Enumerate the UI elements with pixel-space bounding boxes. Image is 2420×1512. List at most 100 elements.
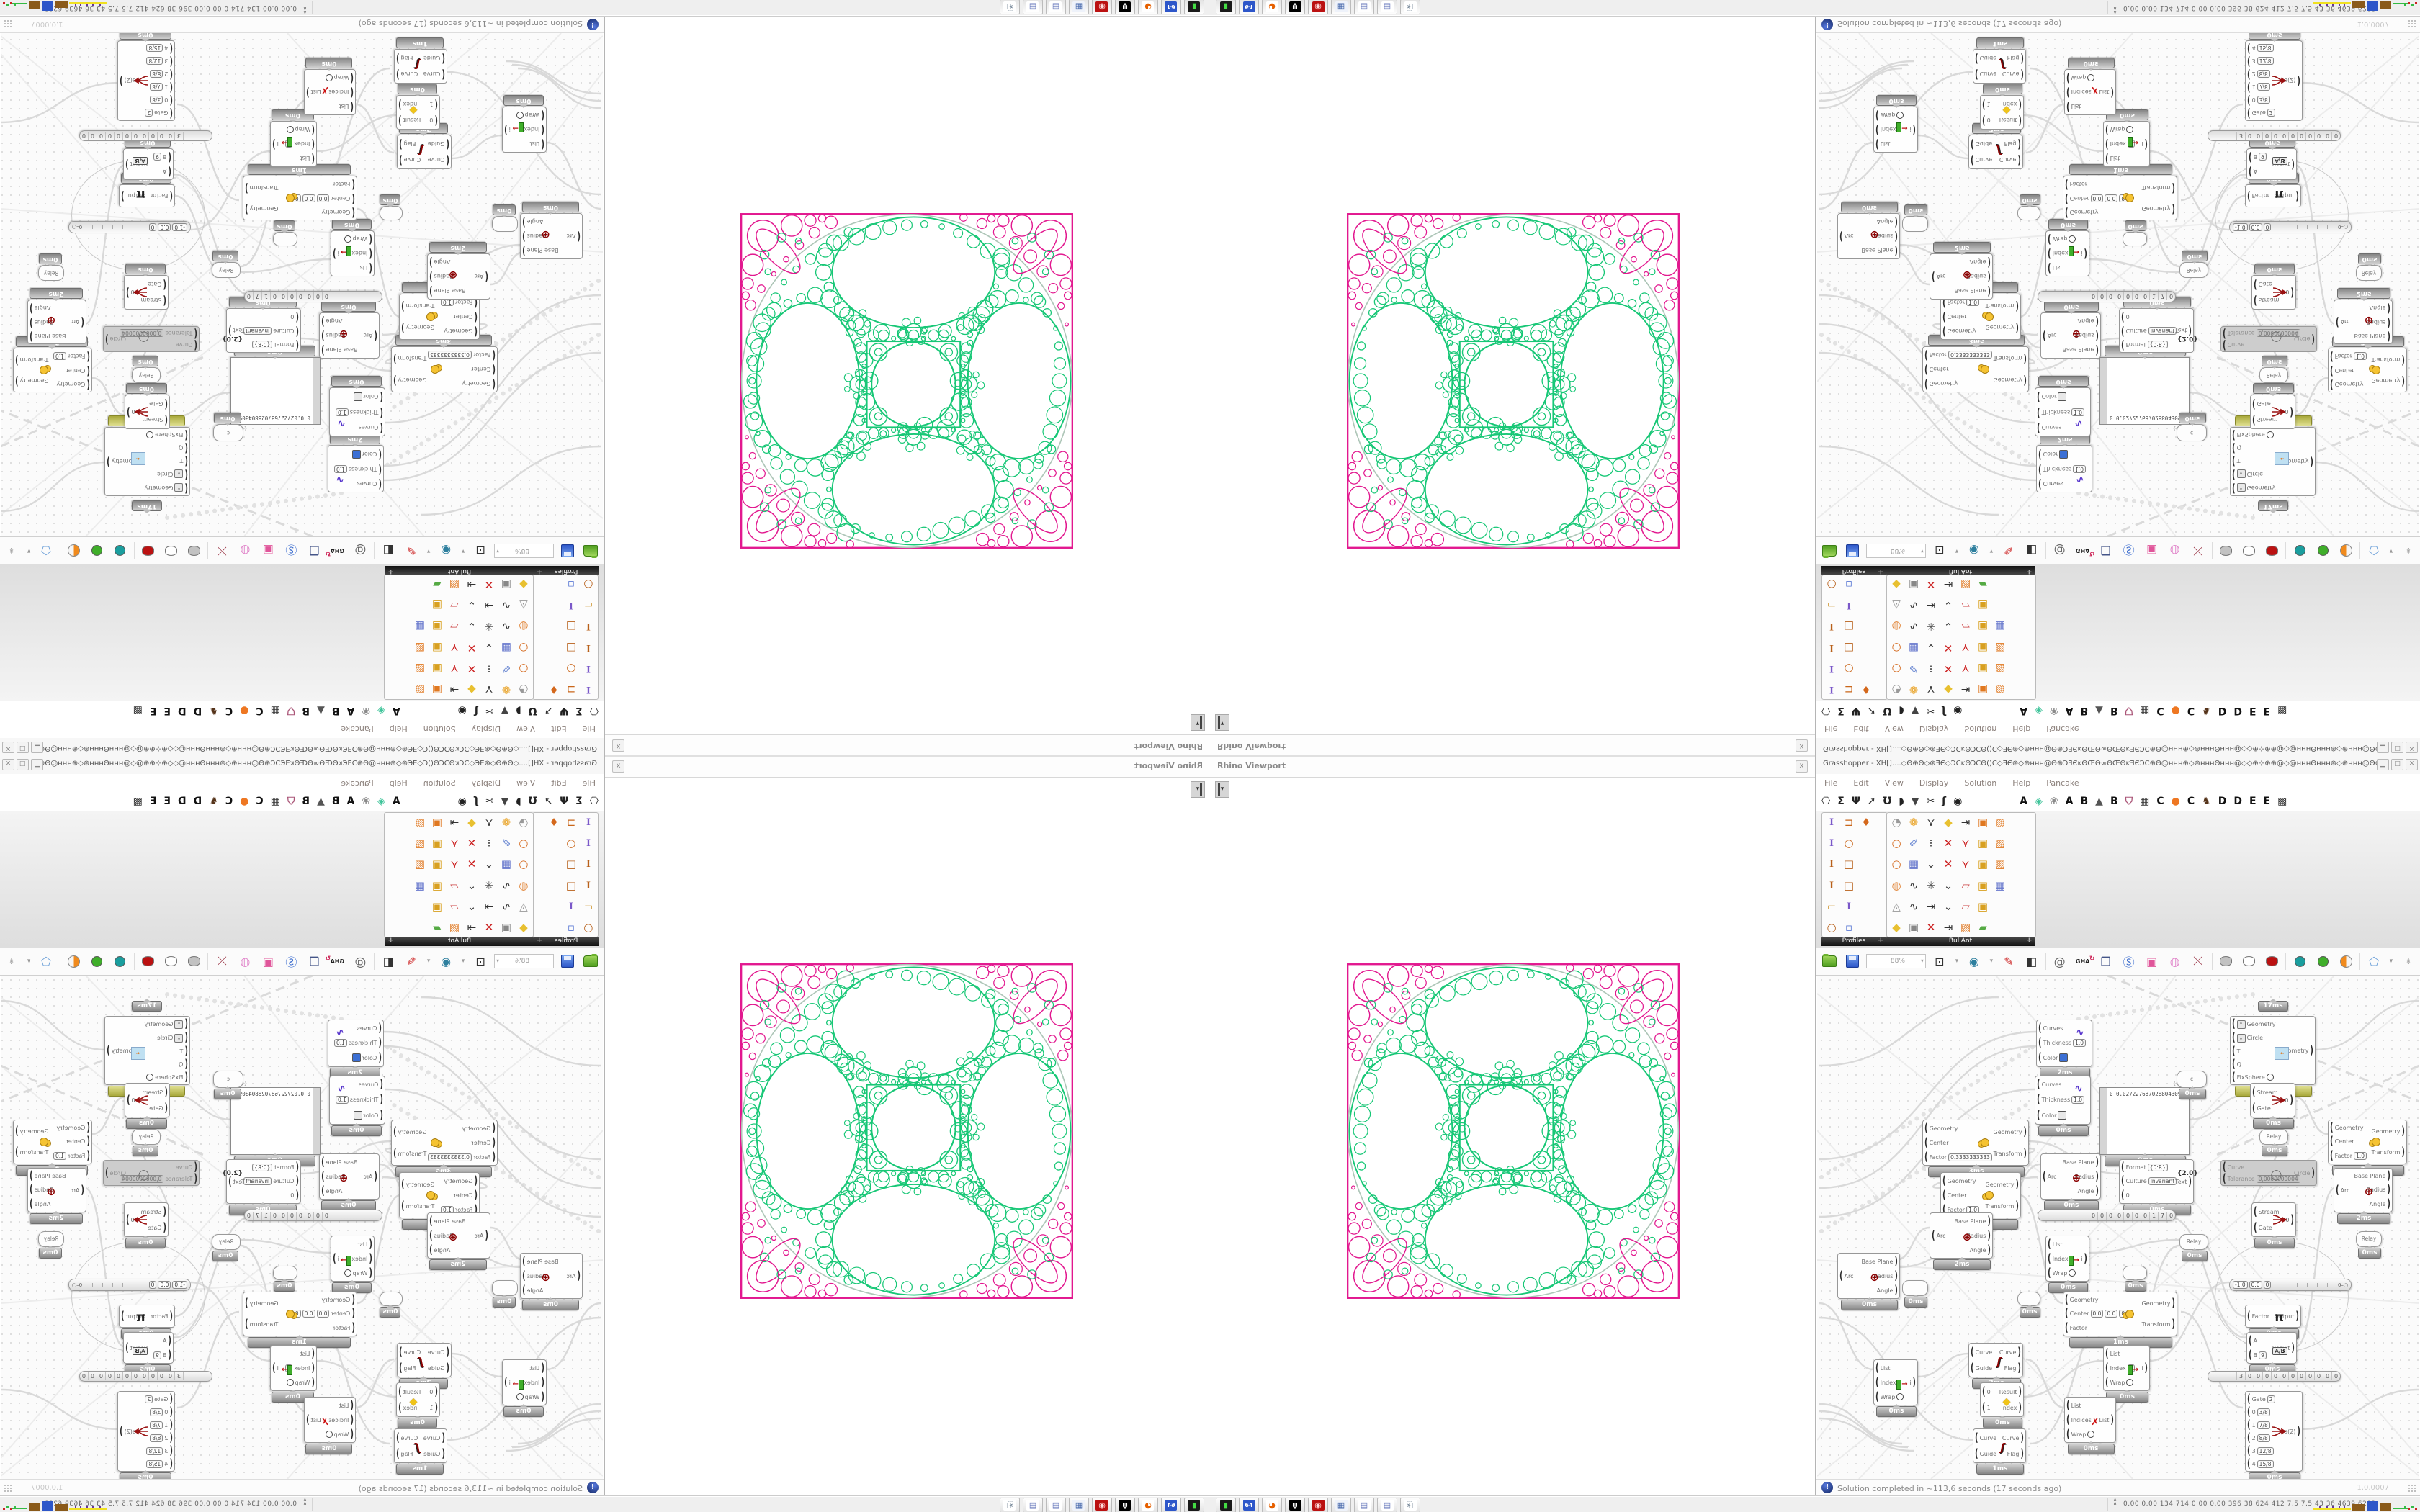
grasshopper-titlebar[interactable]: Grasshopper - XH[]....◇Θ⊕Θ◇⊛ƎЄ◇ƆCĸΘƆCΘ()… bbox=[0, 756, 604, 774]
search-button[interactable]: Ⓢ bbox=[2123, 543, 2135, 557]
component-icon[interactable]: ○ bbox=[1891, 662, 1901, 675]
wire-display-button[interactable]: ⤬ bbox=[217, 544, 227, 558]
extents-dropdown[interactable]: ▾ bbox=[461, 958, 465, 965]
component-icon[interactable]: ▦ bbox=[414, 620, 426, 634]
component-icon[interactable]: □ bbox=[565, 858, 577, 871]
menu-display[interactable]: Display bbox=[1919, 724, 1949, 734]
component-icon[interactable]: ⊐ bbox=[566, 683, 576, 696]
gh-component-preview-curves-1[interactable]: (Curves(Thickness 1.0(Color ∿ 2ms bbox=[328, 433, 384, 492]
gh-component-preview-curves-1[interactable]: (Curves(Thickness 1.0(Color ∿ 2ms bbox=[2036, 433, 2092, 492]
component-icon[interactable]: □ bbox=[565, 620, 577, 634]
component-icon[interactable]: ▣ bbox=[501, 920, 512, 934]
category-tab-17[interactable]: ▩ bbox=[133, 705, 143, 717]
component-icon[interactable]: ▫ bbox=[567, 920, 575, 934]
gh-component-arc-4[interactable]: (Arc Base Plane) Radius) Angle) ⊕ 2ms bbox=[27, 1168, 86, 1224]
gh-component-scale-xyz[interactable]: (Geometry(Center 0.0 0.0 0.0(Factor Geometry… bbox=[243, 164, 357, 220]
open-file-button[interactable] bbox=[581, 952, 600, 971]
gh-component-tangent-2[interactable]: (Curve(Guide Curve) Flag) ʃ 1ms bbox=[394, 1428, 447, 1475]
remote-button[interactable]: @ bbox=[354, 954, 367, 968]
menu-help[interactable]: Help bbox=[2012, 778, 2031, 788]
gh-component-preview-curves-2[interactable]: (Curves(Thickness 1.0(Color ∿ 0ms bbox=[2035, 1076, 2091, 1136]
gh-component-relay-3[interactable]: Relay 0ms bbox=[2356, 1231, 2382, 1259]
tray-icon-emulator[interactable]: ▮ bbox=[1184, 0, 1204, 14]
component-icon[interactable]: ◆ bbox=[467, 816, 476, 829]
component-icon[interactable]: ⁝ bbox=[487, 837, 491, 850]
component-icon[interactable]: ✕ bbox=[1943, 641, 1953, 654]
component-icon[interactable]: ▨ bbox=[414, 858, 426, 871]
tray-icon-notepad-1[interactable]: ▤ bbox=[1046, 0, 1066, 14]
extents-dropdown[interactable]: ▾ bbox=[461, 547, 465, 554]
component-icon[interactable]: ✕ bbox=[484, 578, 494, 592]
gh-component-small-2[interactable]: 0ms bbox=[492, 1280, 518, 1308]
component-icon[interactable]: ▣ bbox=[501, 578, 512, 592]
component-icon[interactable]: ◍ bbox=[519, 620, 529, 634]
component-icon[interactable]: ⋎ bbox=[1961, 858, 1970, 871]
category-tab-13[interactable]: D bbox=[2218, 795, 2227, 807]
gh-component-arc-2[interactable]: (Arc Base Plane) Radius) Angle) ⊕ 0ms bbox=[1837, 1253, 1900, 1310]
category-tab-3[interactable]: A bbox=[2065, 795, 2074, 807]
component-icon[interactable]: ✐ bbox=[501, 662, 511, 675]
resize-grip[interactable] bbox=[2408, 19, 2416, 28]
component-icon[interactable]: ▣ bbox=[1977, 858, 1989, 871]
sketch-button[interactable]: ✎ bbox=[2004, 544, 2014, 558]
preview-shaded-button[interactable] bbox=[65, 952, 84, 971]
tray-icon-document[interactable]: ⎗ bbox=[1400, 1498, 1420, 1512]
category-tab-icon-1[interactable]: Σ bbox=[1837, 795, 1845, 807]
search-button[interactable]: Ⓢ bbox=[285, 955, 297, 969]
close-icon[interactable]: x bbox=[1796, 739, 1808, 752]
gh-component-scale-1[interactable]: (Geometry(Center(Factor 0.3333333333 Geome… bbox=[391, 335, 498, 392]
component-icon[interactable]: □ bbox=[565, 641, 577, 654]
gh-component-arc-2[interactable]: (Arc Base Plane) Radius) Angle) ⊕ 0ms bbox=[520, 1253, 583, 1310]
component-icon[interactable]: I bbox=[1829, 642, 1834, 654]
component-icon[interactable]: ⋎ bbox=[450, 858, 459, 871]
menu-pancake[interactable]: Pancake bbox=[2046, 778, 2079, 788]
component-icon[interactable]: ▨ bbox=[414, 641, 426, 654]
gh-component-cull-1[interactable]: (List(Indices(Wrap List) ✗ 0ms bbox=[2064, 1397, 2116, 1454]
component-icon[interactable]: ▱ bbox=[1961, 899, 1970, 913]
category-tab-icon-2[interactable]: Ψ bbox=[1851, 795, 1860, 807]
gh-component-stream-gate[interactable]: (Gate 2(0 3/8(1 7/8(2 8/8(3 12/8(4 15/8 s(2)) 0m… bbox=[117, 1391, 175, 1479]
palette-title-profiles[interactable]: Profiles ✛ bbox=[534, 566, 599, 575]
component-icon[interactable]: ○ bbox=[1844, 837, 1854, 850]
component-icon[interactable]: ✕ bbox=[1926, 578, 1936, 592]
component-icon[interactable]: ▣ bbox=[1908, 578, 1919, 592]
close-button[interactable]: ✕ bbox=[2, 759, 14, 770]
category-tab-icon-4[interactable]: Ʊ bbox=[1883, 795, 1892, 807]
category-tab-6[interactable]: B bbox=[2110, 795, 2118, 807]
component-icon[interactable]: ✳ bbox=[1926, 878, 1936, 892]
category-tab-8[interactable]: ▦ bbox=[2140, 795, 2150, 807]
component-icon[interactable]: ○ bbox=[566, 662, 576, 675]
component-icon[interactable]: ▨ bbox=[414, 837, 426, 850]
viewport-collapse-button[interactable]: ▾ bbox=[1215, 714, 1229, 731]
wire-mode-faint-button[interactable] bbox=[185, 541, 204, 560]
gh-component-scale-3[interactable]: (Geometry(Center(Factor 1.0 Geometry) Trans… bbox=[2328, 1120, 2407, 1176]
component-icon[interactable]: ⌐ bbox=[1827, 599, 1837, 613]
menu-display[interactable]: Display bbox=[471, 724, 501, 734]
wire-mode-default-button[interactable] bbox=[162, 541, 181, 560]
category-tab-7[interactable]: ⛉ bbox=[287, 795, 295, 807]
preview-off-button[interactable] bbox=[111, 541, 130, 560]
gh-component-small-1[interactable]: 0ms bbox=[273, 1266, 297, 1292]
gh-component-fixsphere[interactable]: (↑ Geometry(↓ Circle(T(Q(FixSphere Geometry… bbox=[2230, 1016, 2316, 1097]
tray-icon-disk64[interactable]: 64 bbox=[1161, 1498, 1181, 1512]
palette-title-bullant[interactable]: BullAnt ✛ bbox=[1886, 566, 2035, 575]
menu-edit[interactable]: Edit bbox=[1853, 724, 1869, 734]
component-icon[interactable]: ▰ bbox=[1978, 578, 1987, 592]
component-icon[interactable]: ⋎ bbox=[1961, 662, 1970, 675]
gh-component-circle-disabled[interactable]: (Curve(Tolerance 0,0000000004 Circle) ◯ bbox=[2220, 1160, 2317, 1186]
category-tab-icon-7[interactable]: ✂ bbox=[485, 795, 494, 807]
category-tab-icon-9[interactable]: ◉ bbox=[1953, 705, 1963, 717]
gh-component-relay-2[interactable]: Relay 0ms bbox=[132, 1129, 161, 1156]
viewport-collapse-button[interactable]: ▾ bbox=[1215, 781, 1229, 798]
component-icon[interactable]: ▨ bbox=[1994, 662, 2006, 675]
gh-component-arc-3[interactable]: (Arc Base Plane) Radius) Angle) ⊕ 0ms bbox=[2040, 301, 2101, 359]
component-icon[interactable]: ○ bbox=[1891, 837, 1901, 850]
component-icon[interactable]: ◬ bbox=[519, 599, 528, 613]
menu-pancake[interactable]: Pancake bbox=[341, 724, 374, 734]
tray-icon-calculator[interactable]: ▦ bbox=[1069, 0, 1089, 14]
category-tab-icon-1[interactable]: Σ bbox=[575, 705, 583, 717]
sketch-button[interactable]: ✎ bbox=[2004, 954, 2014, 968]
display-mode-button[interactable]: ⬠ bbox=[2369, 954, 2379, 968]
